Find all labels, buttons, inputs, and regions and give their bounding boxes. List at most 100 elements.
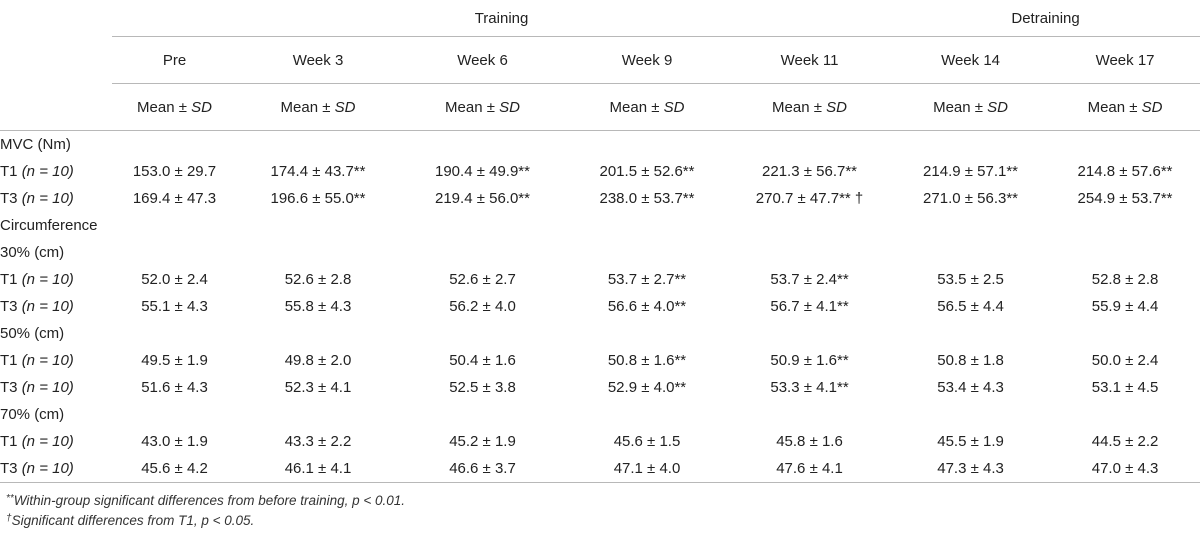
table-cell: 55.8 ± 4.3 xyxy=(284,298,352,315)
table-cell: 51.6 ± 4.3 xyxy=(141,379,208,396)
table-cell: 50.4 ± 1.6 xyxy=(449,352,516,369)
row-n: (n = 10) xyxy=(21,271,74,288)
period-header: Pre xyxy=(112,36,237,84)
row-group: T3 xyxy=(0,298,18,315)
section-title: MVC (Nm) xyxy=(0,130,1200,158)
section-title: 50% (cm) xyxy=(0,325,65,342)
stub-header xyxy=(0,84,112,131)
table-cell: 52.0 ± 2.4 xyxy=(141,271,208,288)
table-cell: 53.4 ± 4.3 xyxy=(937,379,1004,396)
table-cell: 201.5 ± 52.6** xyxy=(599,163,695,180)
row-label: T3 (n = 10) xyxy=(0,374,112,401)
table-cell: 45.8 ± 1.6 xyxy=(776,433,843,450)
stat-header-mean: Mean ± xyxy=(772,98,822,116)
table-body: MVC (Nm) T1 (n = 10) 153.0 ± 29.7 174.4 ± 4… xyxy=(0,130,1200,483)
footnote-text: Within-group significant differences fro… xyxy=(13,493,406,508)
stat-header: Mean ± SD xyxy=(237,84,399,131)
table-cell: 52.8 ± 2.8 xyxy=(1091,271,1159,288)
table-cell: 50.9 ± 1.6** xyxy=(770,352,849,369)
row-label: T3 (n = 10) xyxy=(0,455,112,483)
footnote-significance-within: **Within-group significant differences f… xyxy=(6,493,405,508)
stat-header: Mean ± SD xyxy=(728,84,891,131)
stat-header-mean: Mean ± xyxy=(609,98,660,116)
footnote-significance-between: †Significant differences from T1, p < 0.… xyxy=(6,513,254,528)
table-cell: 50.8 ± 1.6** xyxy=(607,352,687,369)
section-row: 50% (cm) xyxy=(0,320,1200,347)
row-label: T1 (n = 10) xyxy=(0,428,112,455)
table-cell: 47.1 ± 4.0 xyxy=(566,455,728,483)
row-n: (n = 10) xyxy=(21,433,74,450)
stat-header-sd: SD xyxy=(334,98,356,116)
stat-header-mean: Mean ± xyxy=(280,98,331,116)
table-cell: 43.3 ± 2.2 xyxy=(284,433,352,450)
table-cell: 55.1 ± 4.3 xyxy=(141,298,208,315)
stat-header-sd: SD xyxy=(1141,98,1163,116)
table-row: T3 (n = 10) 51.6 ± 4.3 52.3 ± 4.1 52.5 ± 3.… xyxy=(0,374,1200,401)
stat-header-sd: SD xyxy=(987,98,1009,116)
stat-header-mean: Mean ± xyxy=(445,98,495,116)
row-label: T1 (n = 10) xyxy=(0,158,112,185)
table-row: T1 (n = 10) 52.0 ± 2.4 52.6 ± 2.8 52.6 ± 2.… xyxy=(0,266,1200,293)
table-cell: 47.0 ± 4.3 xyxy=(1050,455,1200,483)
row-label: T1 (n = 10) xyxy=(0,347,112,374)
row-group: T3 xyxy=(0,190,18,207)
table-cell: 52.5 ± 3.8 xyxy=(449,379,516,396)
table-cell: 53.7 ± 2.7** xyxy=(607,271,687,288)
table-cell: 238.0 ± 53.7** xyxy=(599,190,695,207)
row-n: (n = 10) xyxy=(21,352,74,369)
table-row: T1 (n = 10) 43.0 ± 1.9 43.3 ± 2.2 45.2 ± 1.… xyxy=(0,428,1200,455)
table-cell: 56.6 ± 4.0** xyxy=(607,298,687,315)
table-row: T3 (n = 10) 45.6 ± 4.2 46.1 ± 4.1 46.6 ± 3.… xyxy=(0,455,1200,483)
table-cell: 214.8 ± 57.6** xyxy=(1077,163,1173,180)
row-group: T1 xyxy=(0,352,18,369)
section-title: 70% (cm) xyxy=(0,406,65,423)
table-cell: 47.6 ± 4.1 xyxy=(728,455,892,483)
table-row: T1 (n = 10) 49.5 ± 1.9 49.8 ± 2.0 50.4 ± 1.… xyxy=(0,347,1200,374)
table-cell: 49.5 ± 1.9 xyxy=(141,352,208,369)
table-cell: 46.1 ± 4.1 xyxy=(237,455,399,483)
row-n: (n = 10) xyxy=(21,163,74,180)
row-n: (n = 10) xyxy=(21,190,74,207)
table-cell: 45.2 ± 1.9 xyxy=(449,433,516,450)
stat-header: Mean ± SD xyxy=(566,84,728,131)
table-cell: 52.9 ± 4.0** xyxy=(607,379,687,396)
table-cell: 55.9 ± 4.4 xyxy=(1091,298,1159,315)
group-training-header: Training xyxy=(112,0,892,37)
table-cell: 56.2 ± 4.0 xyxy=(449,298,516,315)
stat-header: Mean ± SD xyxy=(112,84,237,131)
stat-header: Mean ± SD xyxy=(399,84,566,131)
stat-header-sd: SD xyxy=(499,98,520,116)
period-header: Week 6 xyxy=(399,36,566,84)
table-cell: 254.9 ± 53.7** xyxy=(1077,190,1173,207)
table-row: T1 (n = 10) 153.0 ± 29.7 174.4 ± 43.7** 190… xyxy=(0,158,1200,185)
stat-header-row: Mean ± SD Mean ± SD Mean ± SD Mean ± SD Mean… xyxy=(0,84,1200,131)
section-row: MVC (Nm) xyxy=(0,130,1200,158)
period-header: Week 3 xyxy=(237,36,399,84)
table-header: Training Detraining Pre Week 3 Week 6 Week … xyxy=(0,0,1200,131)
table-cell: 53.1 ± 4.5 xyxy=(1091,379,1159,396)
table-cell: 219.4 ± 56.0** xyxy=(435,190,530,207)
table-cell: 45.6 ± 1.5 xyxy=(613,433,681,450)
stat-header-mean: Mean ± xyxy=(933,98,983,116)
group-header-row: Training Detraining xyxy=(0,0,1200,37)
row-label: T3 (n = 10) xyxy=(0,293,112,320)
row-label: T1 (n = 10) xyxy=(0,266,112,293)
table-row: T3 (n = 10) 169.4 ± 47.3 196.6 ± 55.0** 219… xyxy=(0,185,1200,212)
table-cell: 49.8 ± 2.0 xyxy=(284,352,352,369)
table-cell: 56.7 ± 4.1** xyxy=(770,298,849,315)
results-table: Training Detraining Pre Week 3 Week 6 Week … xyxy=(0,0,1200,483)
row-n: (n = 10) xyxy=(21,379,74,396)
row-group: T1 xyxy=(0,163,18,180)
table-cell: 271.0 ± 56.3** xyxy=(923,190,1019,207)
footnote-mark: † xyxy=(6,513,12,524)
stat-header-sd: SD xyxy=(826,98,847,116)
table-cell: 53.7 ± 2.4** xyxy=(770,271,849,288)
stub-header xyxy=(0,0,112,37)
stub-header xyxy=(0,37,112,84)
table-row: T3 (n = 10) 55.1 ± 4.3 55.8 ± 4.3 56.2 ± 4.… xyxy=(0,293,1200,320)
stat-header-mean: Mean ± xyxy=(137,98,187,116)
row-n: (n = 10) xyxy=(21,460,74,477)
table-cell: 43.0 ± 1.9 xyxy=(141,433,208,450)
period-header: Week 11 xyxy=(728,36,892,84)
table-cell: 44.5 ± 2.2 xyxy=(1091,433,1159,450)
